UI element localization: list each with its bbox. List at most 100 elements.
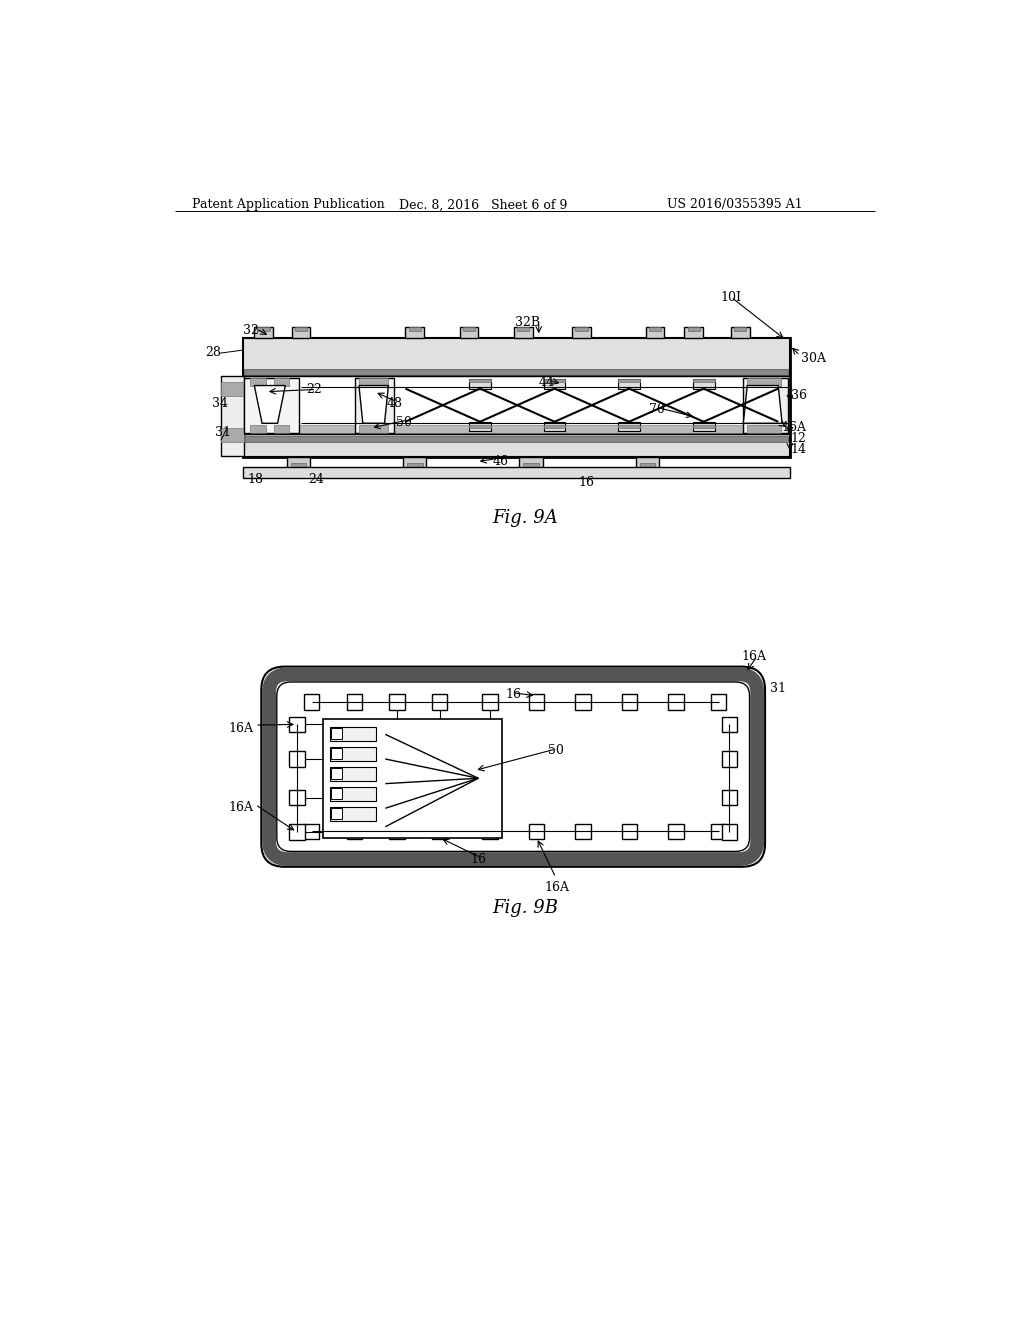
Bar (243, 434, 790, 457)
Bar (722, 789, 737, 805)
Text: 10I: 10I (721, 290, 741, 304)
Bar (711, 694, 726, 710)
Bar (618, 425, 640, 428)
Bar (460, 327, 478, 338)
Bar (331, 768, 342, 779)
Text: 30A: 30A (801, 352, 825, 366)
Bar (469, 379, 490, 388)
Bar (544, 422, 565, 430)
Text: 31: 31 (215, 426, 230, 440)
Bar (523, 463, 539, 467)
Bar (324, 719, 502, 838)
Bar (734, 327, 746, 331)
Text: 12: 12 (791, 432, 807, 445)
Bar (304, 824, 319, 840)
Bar (273, 378, 289, 385)
Text: Dec. 8, 2016   Sheet 6 of 9: Dec. 8, 2016 Sheet 6 of 9 (399, 198, 567, 211)
Bar (618, 379, 640, 388)
Bar (528, 694, 544, 710)
Bar (409, 327, 421, 331)
FancyBboxPatch shape (261, 667, 765, 867)
Bar (243, 338, 790, 457)
Bar (289, 789, 305, 805)
Bar (514, 327, 532, 338)
Bar (469, 379, 490, 383)
Text: 16: 16 (506, 688, 521, 701)
Bar (722, 825, 737, 840)
Bar (257, 327, 270, 331)
Bar (221, 383, 245, 396)
Bar (544, 379, 565, 388)
Text: 18: 18 (248, 473, 264, 486)
Bar (693, 422, 715, 430)
Bar (575, 824, 591, 840)
Bar (331, 808, 342, 818)
Bar (355, 378, 394, 433)
Text: 46: 46 (493, 455, 508, 467)
Text: 70: 70 (649, 404, 665, 416)
Text: 16A: 16A (741, 649, 767, 663)
Bar (406, 327, 424, 338)
Bar (331, 788, 342, 799)
Bar (245, 425, 788, 433)
Bar (544, 379, 565, 383)
Bar (407, 463, 423, 467)
Bar (731, 327, 750, 338)
Bar (254, 327, 273, 338)
Bar (693, 379, 715, 388)
Bar (722, 751, 737, 767)
Bar (572, 327, 591, 338)
Text: 28: 28 (206, 346, 221, 359)
Bar (646, 327, 665, 338)
Bar (389, 694, 404, 710)
Bar (346, 694, 362, 710)
Bar (622, 694, 637, 710)
Polygon shape (743, 385, 782, 424)
Bar (687, 327, 700, 331)
Bar (482, 694, 498, 710)
Bar (289, 717, 305, 733)
Bar (649, 327, 662, 331)
Text: US 2016/0355395 A1: US 2016/0355395 A1 (667, 198, 802, 211)
Bar (251, 378, 266, 385)
Bar (346, 824, 362, 840)
Bar (684, 327, 703, 338)
Bar (693, 379, 715, 383)
Bar (544, 425, 565, 428)
Bar (403, 457, 426, 469)
Polygon shape (254, 385, 286, 424)
Bar (330, 726, 376, 741)
Bar (711, 824, 726, 840)
Bar (743, 378, 788, 433)
Bar (289, 825, 305, 840)
Text: 16: 16 (471, 853, 486, 866)
Text: Fig. 9B: Fig. 9B (492, 899, 558, 917)
Text: 16A: 16A (781, 421, 806, 434)
Bar (243, 467, 790, 478)
Bar (669, 694, 684, 710)
Text: 16A: 16A (228, 722, 254, 735)
Bar (432, 824, 447, 840)
Bar (748, 425, 781, 433)
Text: Patent Application Publication: Patent Application Publication (191, 198, 384, 211)
Text: 14: 14 (791, 444, 807, 457)
Bar (575, 327, 588, 331)
Text: 48: 48 (387, 397, 402, 411)
Bar (389, 824, 404, 840)
Text: 50: 50 (548, 743, 564, 756)
Bar (359, 425, 388, 433)
Bar (273, 425, 289, 433)
Text: 44: 44 (539, 376, 555, 388)
Bar (693, 425, 715, 428)
Bar (519, 457, 543, 469)
Bar (618, 379, 640, 383)
Bar (575, 694, 591, 710)
Bar (517, 327, 529, 331)
Bar (528, 824, 544, 840)
Bar (221, 376, 245, 455)
Text: 16A: 16A (228, 801, 254, 814)
Text: 36: 36 (791, 389, 807, 403)
Text: 31: 31 (770, 682, 785, 696)
Text: Fig. 9A: Fig. 9A (492, 508, 558, 527)
Bar (469, 425, 490, 428)
